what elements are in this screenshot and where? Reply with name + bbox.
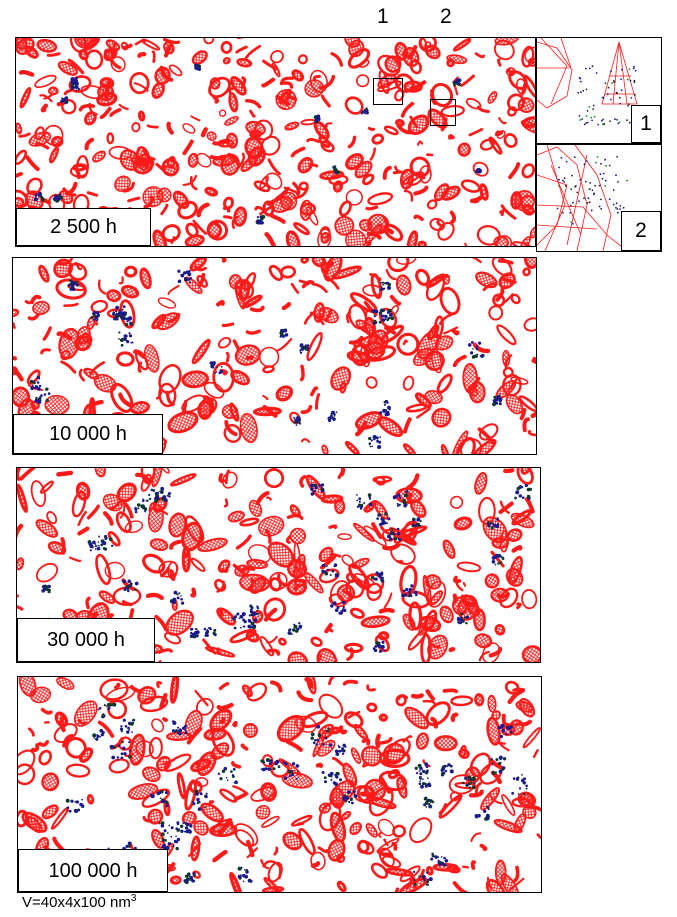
selection-box-2 [430, 99, 456, 126]
simulation-panel-30000h: 30 000 h [16, 467, 541, 663]
simulation-panel-10000h: 10 000 h [12, 257, 537, 455]
inset-tag-2: 2 [621, 211, 661, 251]
time-label: 30 000 h [17, 618, 155, 662]
time-label: 100 000 h [18, 849, 168, 892]
time-label: 2 500 h [16, 208, 151, 246]
inset-image-1 [537, 38, 638, 127]
network-image [18, 677, 541, 892]
zoom-inset-2: 2 [536, 144, 662, 252]
inset-tag-1: 1 [631, 105, 661, 143]
simulation-panel-100000h: 100 000 h [17, 676, 542, 893]
selection-box-1 [373, 78, 403, 105]
marker-2: 2 [440, 5, 452, 28]
network-image [13, 258, 536, 454]
network-image [16, 38, 535, 246]
zoom-inset-1: 1 [536, 37, 662, 144]
time-label: 10 000 h [13, 414, 163, 454]
volume-caption: V=40x4x100 nm3 [22, 893, 137, 911]
simulation-panel-2500h: 2 500 h [15, 37, 536, 247]
marker-1: 1 [377, 5, 389, 28]
